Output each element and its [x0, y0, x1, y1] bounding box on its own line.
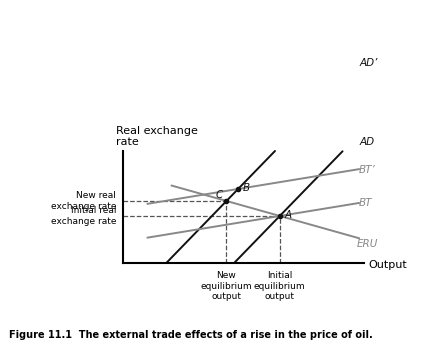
Text: Figure 11.1  The external trade effects of a rise in the price of oil.: Figure 11.1 The external trade effects o… — [9, 330, 371, 340]
Text: Initial real
exchange rate: Initial real exchange rate — [50, 206, 116, 226]
Text: New
equilibrium
output: New equilibrium output — [200, 271, 252, 301]
Text: A: A — [283, 210, 291, 221]
Text: New real
exchange rate: New real exchange rate — [50, 191, 116, 211]
Text: Real exchange
rate: Real exchange rate — [116, 126, 198, 147]
Text: Initial
equilibrium
output: Initial equilibrium output — [253, 271, 305, 301]
Text: BT: BT — [358, 198, 372, 208]
Text: BT’: BT’ — [358, 165, 375, 175]
Text: B: B — [242, 184, 249, 193]
Text: AD’: AD’ — [358, 58, 377, 68]
Text: ERU: ERU — [356, 238, 377, 249]
Text: C: C — [215, 190, 222, 200]
Text: AD: AD — [358, 137, 374, 147]
Text: Output: Output — [368, 260, 407, 270]
